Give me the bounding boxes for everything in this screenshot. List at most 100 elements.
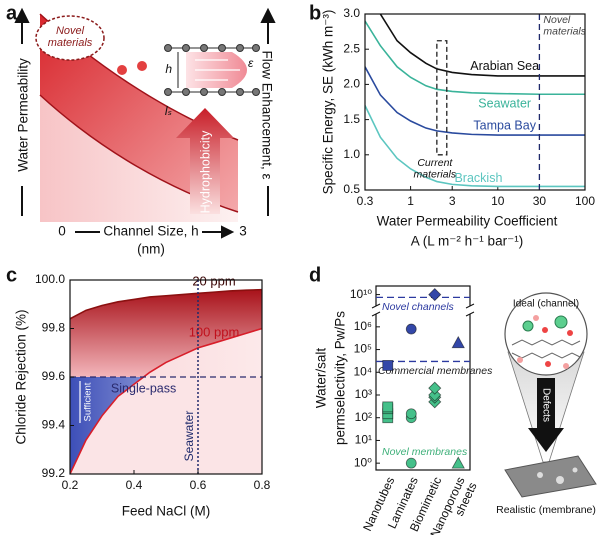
- series-line: [365, 20, 585, 96]
- panel-label: d: [309, 264, 321, 286]
- sufficient-zone: [70, 377, 262, 474]
- membrane-sheet: [504, 455, 597, 498]
- y-title: permselectivity, Pw/Ps: [333, 311, 348, 445]
- y-tick-label: 99.2: [42, 466, 66, 480]
- realistic-label: Realistic (membrane): [496, 504, 596, 516]
- panel-label: b: [309, 2, 321, 24]
- defect-holes: [537, 467, 578, 484]
- y-tick-label: 100.0: [35, 272, 65, 286]
- y-tick-label: 99.6: [42, 369, 66, 383]
- series-label: Arabian Sea: [470, 59, 539, 73]
- x-tick-label: 30: [533, 194, 547, 208]
- panel-label: a: [6, 2, 18, 24]
- channel-atoms: [164, 44, 260, 96]
- a-xmax: 3: [239, 224, 247, 239]
- y-tick-label: 2.0: [343, 77, 360, 91]
- break-mark: [465, 311, 475, 317]
- panel-a: Novel materials h lₛ ε Hydrophobicity Wat…: [6, 2, 276, 257]
- series-label: Tampa Bay: [473, 118, 536, 132]
- ideal-circle: [504, 292, 588, 376]
- marker: [428, 288, 442, 302]
- a-xunit: (nm): [137, 242, 165, 257]
- x-tick-label: 0.4: [126, 478, 143, 492]
- novel-note: Novel materials: [48, 25, 93, 49]
- arrow-label: Hydrophobicity: [198, 130, 212, 213]
- lattice: [511, 339, 581, 359]
- x-tick-label: 3: [449, 194, 456, 208]
- y-tick-label: 1.5: [343, 112, 360, 126]
- hline-label: Commercial membranes: [378, 365, 493, 377]
- y-tick-label: 99.4: [42, 418, 66, 432]
- a-xmin: 0: [58, 224, 66, 239]
- a-xlabel: Channel Size, h: [103, 224, 198, 239]
- x-tick-label: 0.2: [62, 478, 79, 492]
- ideal-label: Ideal (channel): [513, 299, 579, 310]
- y-tick-label: 10⁴: [353, 364, 372, 378]
- series-line: [70, 288, 262, 320]
- y-title: Water/salt: [314, 348, 329, 409]
- pale-area: [40, 95, 238, 222]
- x-tick-label: 10: [491, 194, 505, 208]
- x-title: Water Permeability Coefficient: [377, 214, 558, 229]
- h-label: h: [165, 62, 172, 76]
- marker: [382, 401, 394, 413]
- y-tick-label: 10¹⁰: [350, 287, 372, 301]
- x-tick-label: 0.6: [190, 478, 207, 492]
- axis-break: [373, 306, 473, 314]
- frame: [69, 279, 263, 475]
- a-y2label: Flow Enhancement, ε: [259, 50, 274, 179]
- series-label: 20 ppm: [192, 274, 235, 289]
- molecule: [117, 65, 127, 75]
- marker: [382, 360, 394, 371]
- hline-label: Single-pass: [111, 381, 176, 395]
- x-tick-label: 100: [575, 194, 595, 208]
- series-line: [70, 327, 262, 474]
- x-title: Feed NaCl (M): [122, 504, 211, 519]
- red-band: [40, 14, 238, 212]
- box-label: Current materials: [414, 157, 457, 181]
- marker: [428, 388, 442, 402]
- eps-label: ε: [248, 56, 254, 70]
- y-tick-label: 3.0: [343, 6, 360, 20]
- series-label: Seawater: [478, 97, 531, 111]
- ls-label: lₛ: [165, 104, 172, 118]
- novel-ellipse: [35, 15, 105, 61]
- y-tick-label: 1.0: [343, 147, 360, 161]
- x-tick-label: 0.8: [254, 478, 271, 492]
- frame: [364, 13, 586, 191]
- defects-label: Defects: [540, 388, 551, 422]
- y-tick-label: 10⁰: [354, 455, 372, 469]
- y-tick-label: 99.8: [42, 321, 66, 335]
- hydrophobicity-arrow: [176, 108, 234, 214]
- below-100: [70, 377, 262, 474]
- x-tick-label: 1: [407, 194, 414, 208]
- marker: [405, 323, 417, 335]
- series-label: 100 ppm: [189, 324, 240, 339]
- marker: [405, 408, 417, 420]
- x-title-2: A (L m⁻² h⁻¹ bar⁻¹): [411, 234, 523, 249]
- inset: Ideal (channel) Defects Realistic (membr…: [496, 292, 597, 516]
- y-title: Chloride Rejection (%): [14, 309, 29, 444]
- molecule: [137, 61, 147, 71]
- series-line: [379, 14, 585, 77]
- break-mark: [465, 303, 475, 309]
- break-mark: [371, 311, 381, 317]
- y-tick-label: 10³: [355, 387, 372, 401]
- vline-label: Seawater: [182, 411, 196, 462]
- range-box: [436, 40, 448, 156]
- marker: [451, 335, 465, 349]
- x-tick-label: 0.3: [357, 194, 374, 208]
- flow-arrows: [195, 59, 240, 81]
- series-line: [365, 105, 585, 188]
- series-line: [365, 66, 585, 136]
- y-tick-label: 2.5: [343, 41, 360, 55]
- break-mark: [371, 303, 381, 309]
- defects-arrow: [528, 378, 564, 452]
- series-label: Brackish: [454, 171, 502, 185]
- marker: [405, 457, 417, 469]
- ions: [517, 315, 573, 369]
- frame: [375, 285, 471, 471]
- panel-label: c: [6, 264, 17, 286]
- hline-label: Novel channels: [382, 301, 455, 313]
- a-axes: [14, 7, 276, 239]
